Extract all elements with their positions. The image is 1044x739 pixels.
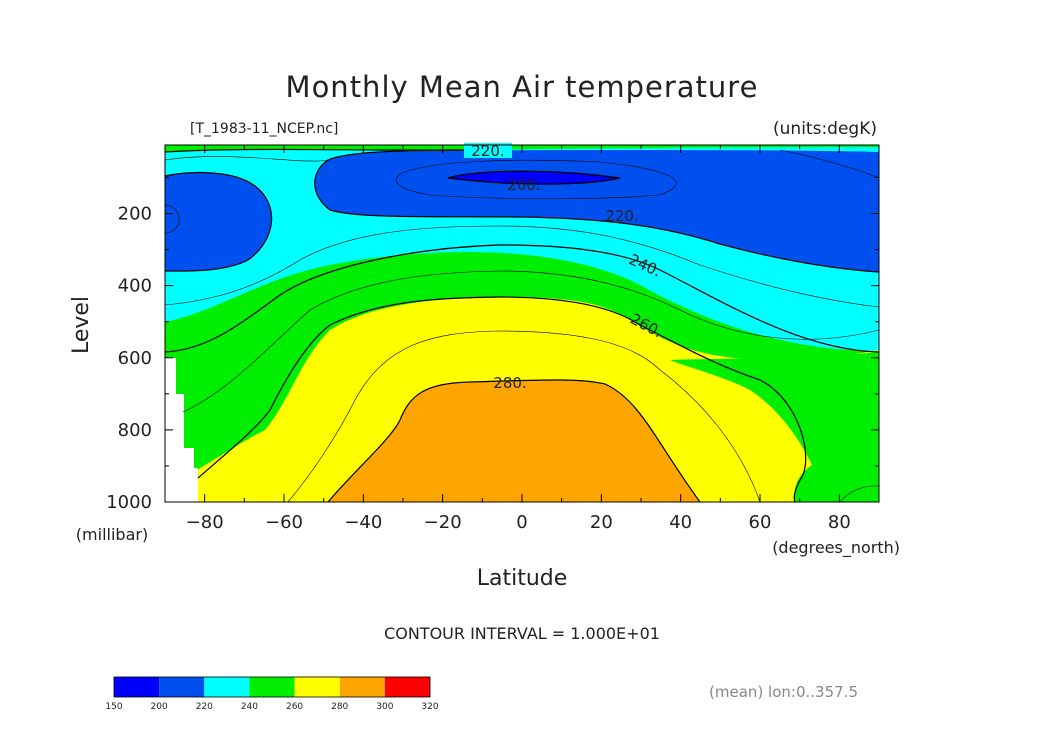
contour-label: 220. — [471, 142, 504, 160]
fill-200-220-left — [165, 172, 272, 272]
x-tick-label: −60 — [265, 512, 303, 533]
x-tick-label: −80 — [186, 512, 224, 533]
line-270-right — [839, 485, 879, 502]
line-250 — [182, 270, 879, 413]
contour-label: 200. — [507, 176, 540, 194]
units-label: (units:degK) — [773, 119, 877, 139]
y-axis-units: (millibar) — [76, 525, 148, 544]
colorbar: 150 200 220 240 260 280 300 320 — [105, 676, 439, 712]
contour-fill — [165, 145, 879, 502]
x-tick-label: 20 — [590, 512, 613, 533]
y-tick-label: 600 — [118, 348, 152, 369]
line-240 — [165, 244, 879, 353]
line-220-upper — [165, 148, 461, 153]
fill-150-200 — [448, 171, 620, 185]
colorbar-swatch — [159, 677, 205, 697]
line-210 — [395, 159, 677, 200]
line-200 — [447, 170, 621, 185]
colorbar-swatch — [114, 677, 160, 697]
fill-200-220-top — [314, 150, 879, 272]
colorbar-label: 200 — [151, 702, 168, 712]
contour-interval-note: CONTOUR INTERVAL = 1.000E+01 — [384, 624, 660, 643]
x-axis-units: (degrees_north) — [772, 538, 900, 558]
contour-label: 220. — [605, 207, 638, 225]
colorbar-label: 220 — [196, 702, 213, 712]
y-tick-label: 1000 — [106, 492, 152, 513]
y-tick-label: 800 — [118, 420, 152, 441]
x-axis: −80 −60 −40 −20 0 20 40 60 80 — [164, 145, 880, 533]
x-tick-label: 60 — [749, 512, 772, 533]
line-230 — [165, 225, 879, 308]
colorbar-swatch — [204, 677, 250, 697]
missing-data — [165, 358, 198, 502]
colorbar-label: 320 — [421, 702, 438, 712]
x-tick-label: 0 — [516, 512, 527, 533]
line-260 — [197, 296, 807, 502]
line-230-top — [165, 149, 879, 179]
fill-green-right — [670, 352, 879, 502]
mean-note: (mean) lon:0..357.5 — [709, 683, 858, 701]
line-220-top — [314, 149, 879, 273]
colorbar-swatch — [339, 677, 385, 697]
x-tick-label: −40 — [344, 512, 382, 533]
x-axis-title: Latitude — [477, 566, 568, 591]
colorbar-frame — [113, 676, 431, 698]
y-axis: 200 400 600 800 1000 — [106, 176, 879, 513]
line-280 — [327, 379, 701, 502]
fill-280-300 — [328, 380, 700, 502]
y-tick-label: 400 — [118, 276, 152, 297]
line-210-left — [165, 204, 180, 234]
colorbar-swatch — [294, 677, 340, 697]
contour-label: 280. — [493, 374, 526, 392]
x-tick-label: 80 — [828, 512, 851, 533]
x-tick-label: 40 — [669, 512, 692, 533]
dataset-label: [T_1983-11_NCEP.nc] — [190, 121, 338, 137]
colorbar-label: 300 — [376, 702, 393, 712]
colorbar-label: 240 — [241, 702, 258, 712]
contour-lines — [165, 148, 879, 502]
colorbar-swatch — [384, 677, 430, 697]
y-tick-label: 200 — [118, 204, 152, 225]
x-tick-label: −20 — [424, 512, 462, 533]
colorbar-swatch — [249, 677, 295, 697]
y-axis-title: Level — [69, 296, 94, 354]
colorbar-label: 260 — [286, 702, 303, 712]
line-220-main — [165, 172, 273, 272]
line-270 — [287, 330, 761, 502]
colorbar-label: 150 — [105, 702, 122, 712]
chart-title: Monthly Mean Air temperature — [286, 70, 759, 104]
colorbar-label: 280 — [331, 702, 348, 712]
